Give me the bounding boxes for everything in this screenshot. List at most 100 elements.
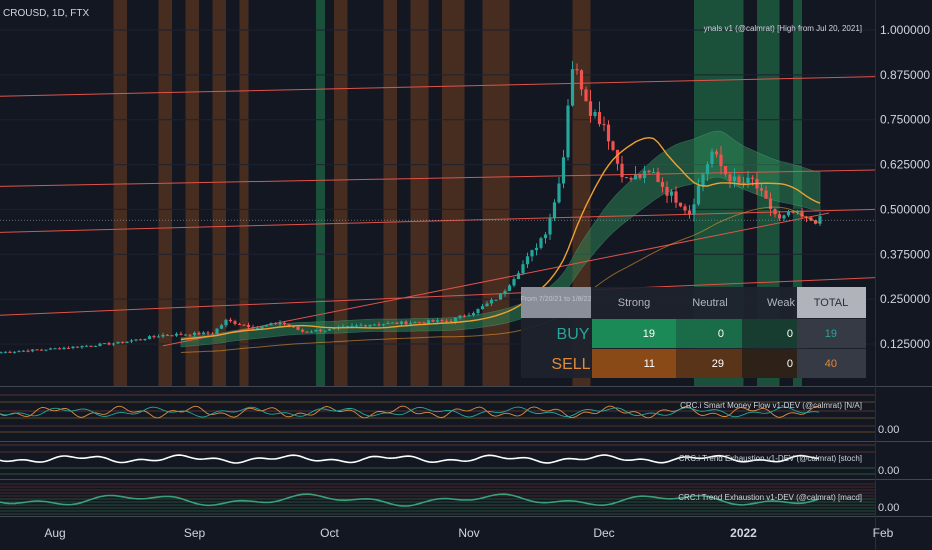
candle-body[interactable] [264, 325, 269, 327]
candle-body[interactable] [282, 322, 287, 325]
candle-body[interactable] [107, 343, 111, 345]
candle-body[interactable] [440, 320, 444, 322]
candle-body[interactable] [777, 214, 782, 219]
candle-body[interactable] [435, 320, 440, 322]
candle-body[interactable] [552, 202, 557, 219]
candle-body[interactable] [642, 170, 647, 178]
candle-body[interactable] [53, 348, 57, 350]
candle-body[interactable] [404, 321, 408, 325]
candle-body[interactable] [179, 333, 183, 335]
candle-body[interactable] [624, 177, 629, 179]
candle-body[interactable] [426, 320, 431, 324]
candle-body[interactable] [242, 324, 246, 326]
candle-body[interactable] [732, 176, 737, 182]
candle-body[interactable] [71, 346, 75, 348]
candle-body[interactable] [39, 349, 44, 351]
candle-body[interactable] [660, 181, 665, 187]
candle-body[interactable] [372, 324, 377, 326]
candle-body[interactable] [588, 101, 593, 116]
candle-body[interactable] [134, 339, 138, 341]
candle-body[interactable] [21, 350, 26, 352]
candle-body[interactable] [633, 174, 638, 180]
candle-body[interactable] [75, 346, 80, 348]
candle-body[interactable] [129, 340, 134, 342]
candle-body[interactable] [170, 335, 174, 337]
candle-body[interactable] [665, 186, 669, 196]
candle-body[interactable] [813, 220, 818, 224]
candle-body[interactable] [147, 336, 152, 340]
candle-body[interactable] [89, 345, 93, 347]
candle-body[interactable] [269, 323, 273, 326]
candle-body[interactable] [584, 89, 588, 102]
candle-body[interactable] [480, 306, 485, 310]
candle-body[interactable] [557, 183, 561, 203]
candle-body[interactable] [561, 157, 566, 184]
candle-body[interactable] [8, 351, 12, 353]
candle-body[interactable] [683, 206, 687, 211]
candle-body[interactable] [498, 294, 503, 300]
candle-body[interactable] [57, 348, 62, 350]
candle-body[interactable] [714, 151, 719, 155]
candle-body[interactable] [782, 215, 786, 219]
candle-body[interactable] [422, 322, 426, 324]
candle-body[interactable] [431, 320, 435, 322]
candle-body[interactable] [669, 191, 674, 196]
candle-body[interactable] [66, 347, 71, 349]
candle-body[interactable] [93, 345, 98, 347]
candle-body[interactable] [102, 343, 107, 345]
candle-body[interactable] [750, 177, 755, 179]
candle-body[interactable] [597, 112, 602, 125]
candle-body[interactable] [165, 334, 170, 336]
candle-body[interactable] [503, 290, 507, 295]
candle-body[interactable] [381, 324, 386, 326]
candle-body[interactable] [579, 70, 584, 90]
candle-body[interactable] [485, 303, 489, 307]
candle-body[interactable] [224, 319, 228, 326]
candle-body[interactable] [300, 329, 305, 332]
candle-body[interactable] [386, 322, 390, 325]
candle-body[interactable] [606, 124, 611, 142]
candle-body[interactable] [161, 334, 165, 337]
candle-body[interactable] [314, 329, 318, 332]
candle-body[interactable] [120, 341, 125, 343]
candle-body[interactable] [656, 172, 660, 182]
candle-body[interactable] [260, 326, 264, 329]
candle-body[interactable] [701, 174, 705, 186]
candle-body[interactable] [35, 349, 39, 351]
candle-body[interactable] [296, 326, 300, 330]
candle-body[interactable] [800, 211, 804, 217]
candle-body[interactable] [471, 313, 476, 316]
candle-body[interactable] [395, 322, 399, 324]
candle-body[interactable] [593, 112, 597, 116]
candle-body[interactable] [417, 322, 422, 324]
candle-body[interactable] [255, 328, 260, 330]
candle-body[interactable] [192, 332, 197, 336]
candle-body[interactable] [737, 176, 741, 183]
candle-body[interactable] [705, 164, 710, 175]
candle-body[interactable] [287, 324, 291, 327]
candle-body[interactable] [206, 332, 210, 334]
candle-body[interactable] [548, 218, 552, 235]
candle-body[interactable] [215, 328, 219, 334]
candle-body[interactable] [291, 326, 296, 328]
candle-body[interactable] [570, 69, 575, 106]
candle-body[interactable] [467, 315, 471, 317]
candle-body[interactable] [539, 238, 543, 248]
candle-body[interactable] [116, 341, 120, 344]
candle-body[interactable] [305, 331, 309, 333]
candle-body[interactable] [354, 325, 359, 327]
candle-body[interactable] [651, 172, 656, 174]
candle-body[interactable] [521, 264, 525, 274]
candle-body[interactable] [278, 322, 282, 325]
candle-body[interactable] [534, 247, 539, 251]
candle-body[interactable] [674, 191, 678, 203]
candle-body[interactable] [210, 333, 215, 335]
candle-body[interactable] [228, 319, 233, 322]
candle-body[interactable] [773, 208, 777, 215]
candle-body[interactable] [174, 333, 179, 336]
candle-body[interactable] [638, 174, 642, 178]
candle-body[interactable] [345, 326, 350, 328]
candle-body[interactable] [359, 325, 363, 327]
candle-body[interactable] [30, 349, 35, 352]
